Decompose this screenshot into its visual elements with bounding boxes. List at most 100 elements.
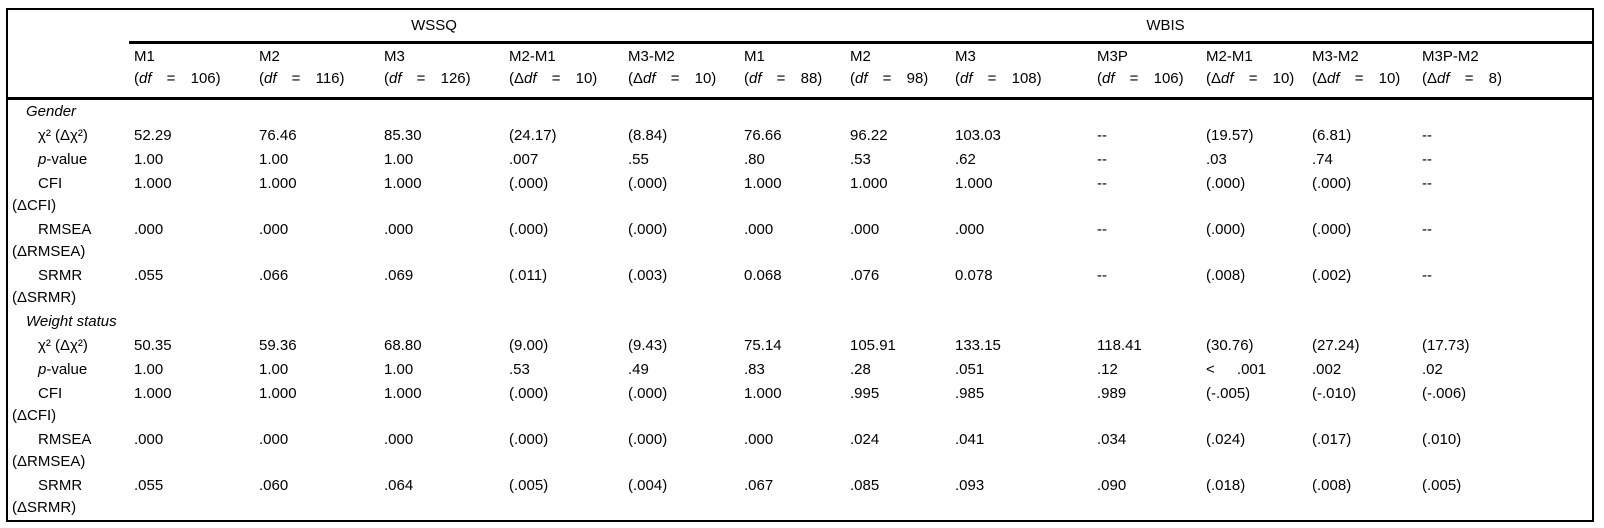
table-cell: 1.00 (134, 151, 164, 168)
row-label-text: CFI (ΔCFI) (12, 385, 63, 424)
row-label-text: χ² (Δχ²) (38, 337, 88, 354)
row-label: RMSEA (ΔRMSEA) (7, 428, 129, 474)
table-cell: .000 (850, 221, 880, 238)
section-title-row: Gender (7, 99, 1593, 125)
row-label-text: -value (46, 361, 88, 378)
table-cell: (.024) (1206, 431, 1246, 448)
table-cell: 1.00 (134, 361, 164, 378)
df-label: (Δdf = 10) (509, 68, 621, 90)
df-label: (Δdf = 10) (1206, 68, 1305, 90)
group-header-row: WSSQ WBIS (7, 9, 1593, 44)
model-name: M3P-M2 (1422, 48, 1479, 65)
column-header: M3 (df = 126) (379, 42, 504, 100)
df-word: df (264, 70, 277, 87)
table-cell: (8.84) (628, 127, 668, 144)
table-cell: .090 (1097, 477, 1127, 494)
table-cell: (.004) (628, 477, 668, 494)
table-cell: .041 (955, 431, 985, 448)
model-name: M3-M2 (628, 48, 675, 65)
df-post: = 126) (401, 70, 471, 87)
table-cell: (.000) (1312, 221, 1352, 238)
table-cell: .051 (955, 361, 985, 378)
table-cell: .060 (259, 477, 289, 494)
table-row: RMSEA (ΔRMSEA) .000 .000 .000 (.000) (.0… (7, 428, 1593, 474)
df-post: = 10) (536, 70, 598, 87)
df-word: df (389, 70, 402, 87)
table-cell: .055 (134, 477, 164, 494)
df-pre: ( (744, 70, 749, 87)
table-cell: .49 (628, 361, 649, 378)
column-header: M2-M1 (Δdf = 10) (1201, 42, 1307, 100)
model-name: M2-M1 (509, 48, 556, 65)
table-cell: 59.36 (259, 337, 297, 354)
table-cell: (.000) (628, 175, 668, 192)
df-pre: ( (1097, 70, 1102, 87)
table-cell: .989 (1097, 385, 1127, 402)
model-name: M3-M2 (1312, 48, 1359, 65)
table-cell: .55 (628, 151, 649, 168)
column-header: M2 (df = 116) (254, 42, 379, 100)
row-label: CFI (ΔCFI) (7, 382, 129, 428)
df-pre: (Δ (628, 70, 644, 87)
table-cell: -- (1422, 221, 1432, 238)
table-cell: (.011) (509, 267, 548, 284)
column-header: M3 (df = 108) (950, 42, 1092, 100)
table-cell: .024 (850, 431, 880, 448)
row-label: RMSEA (ΔRMSEA) (7, 218, 129, 264)
table-cell: .066 (259, 267, 289, 284)
df-post: = 106) (1114, 70, 1184, 87)
table-cell: (17.73) (1422, 337, 1470, 354)
table-cell: 50.35 (134, 337, 172, 354)
table-cell: .12 (1097, 361, 1118, 378)
table-cell: .000 (134, 431, 164, 448)
table-cell: .02 (1422, 361, 1443, 378)
df-pre: ( (259, 70, 264, 87)
table-cell: .000 (744, 431, 774, 448)
table-cell: -- (1422, 175, 1432, 192)
row-label-text: -value (46, 151, 88, 168)
df-label: (df = 126) (384, 68, 502, 90)
column-header: M3-M2 (Δdf = 10) (1307, 42, 1417, 100)
table-cell: 76.66 (744, 127, 782, 144)
table-row: χ² (Δχ²) 52.29 76.46 85.30 (24.17) (8.84… (7, 124, 1593, 148)
table-cell: (.000) (509, 175, 549, 192)
section-title-row: Weight status (7, 310, 1593, 334)
table-cell: (19.57) (1206, 127, 1254, 144)
table-cell: (.000) (628, 431, 668, 448)
table-cell: 1.000 (744, 175, 782, 192)
table-cell: 1.000 (384, 175, 422, 192)
table-cell: .53 (509, 361, 530, 378)
row-label-italic: p (38, 151, 47, 168)
df-word: df (749, 70, 762, 87)
table-cell: (.018) (1206, 477, 1246, 494)
table-cell: (.005) (509, 477, 549, 494)
table-row: p-value 1.00 1.00 1.00 .007 .55 .80 .53 … (7, 148, 1593, 172)
table-cell: (.000) (509, 221, 549, 238)
table-row: SRMR (ΔSRMR) .055 .060 .064 (.005) (.004… (7, 474, 1593, 521)
table-cell: 1.000 (955, 175, 993, 192)
measurement-invariance-table: WSSQ WBIS M1 (df = 106) M2 (df = 116) M3 (d… (6, 8, 1594, 522)
table-cell: -- (1422, 127, 1432, 144)
column-header: M3P (df = 106) (1092, 42, 1201, 100)
df-pre: (Δ (1422, 70, 1438, 87)
df-post: = 98) (867, 70, 929, 87)
column-header: M1 (df = 88) (739, 42, 845, 100)
table-cell: 103.03 (955, 127, 1001, 144)
table-cell: -- (1422, 267, 1432, 284)
table-cell: 76.46 (259, 127, 297, 144)
table-row: CFI (ΔCFI) 1.000 1.000 1.000 (.000) (.00… (7, 172, 1593, 218)
df-post: = 10) (1339, 70, 1401, 87)
table-row: p-value 1.00 1.00 1.00 .53 .49 .83 .28 .… (7, 358, 1593, 382)
table-cell: (.000) (628, 385, 668, 402)
table-cell: .076 (850, 267, 880, 284)
model-name: M2 (259, 48, 280, 65)
table-cell: 105.91 (850, 337, 896, 354)
table-cell: .80 (744, 151, 765, 168)
model-name: M3 (384, 48, 405, 65)
row-label-text: RMSEA (ΔRMSEA) (12, 221, 92, 260)
table-cell: .53 (850, 151, 871, 168)
table-cell: (.000) (1312, 175, 1352, 192)
table-cell: (27.24) (1312, 337, 1360, 354)
table-cell: (-.010) (1312, 385, 1357, 402)
table-cell: .067 (744, 477, 774, 494)
